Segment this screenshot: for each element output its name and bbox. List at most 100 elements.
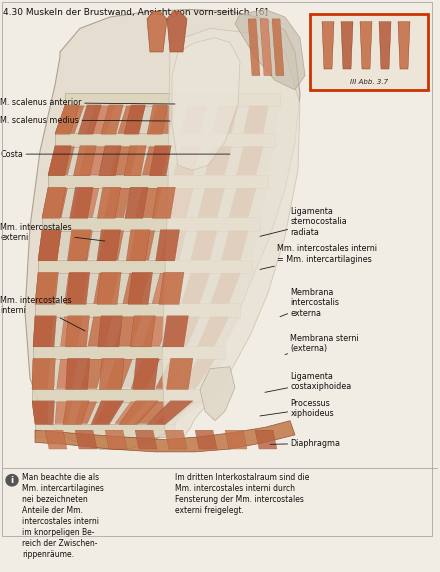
Text: Ligamenta
sternocostalia
radiata: Ligamenta sternocostalia radiata xyxy=(260,207,347,237)
Polygon shape xyxy=(118,106,146,133)
Polygon shape xyxy=(156,230,180,261)
Text: 4.30 Muskeln der Brustwand, Ansicht von vorn-seitlich. [6]: 4.30 Muskeln der Brustwand, Ansicht von … xyxy=(3,7,268,17)
Polygon shape xyxy=(66,358,90,390)
Polygon shape xyxy=(136,188,162,217)
Polygon shape xyxy=(97,272,121,304)
Polygon shape xyxy=(94,273,118,304)
Polygon shape xyxy=(33,316,56,347)
Polygon shape xyxy=(70,187,93,219)
Text: Diaphragma: Diaphragma xyxy=(270,439,341,448)
Text: Mm. intercostales interni
= Mm. intercartilagines: Mm. intercostales interni = Mm. intercar… xyxy=(260,244,377,269)
Polygon shape xyxy=(166,358,193,390)
Polygon shape xyxy=(38,260,252,273)
Polygon shape xyxy=(35,423,175,437)
Polygon shape xyxy=(38,230,61,261)
Polygon shape xyxy=(32,358,55,390)
Polygon shape xyxy=(180,359,215,388)
Polygon shape xyxy=(255,430,277,449)
Polygon shape xyxy=(131,359,160,388)
Polygon shape xyxy=(33,317,240,345)
Polygon shape xyxy=(33,346,225,359)
Polygon shape xyxy=(341,22,353,69)
Polygon shape xyxy=(78,105,101,134)
Polygon shape xyxy=(99,358,124,390)
Polygon shape xyxy=(181,273,210,304)
Polygon shape xyxy=(80,146,106,175)
Polygon shape xyxy=(162,29,300,446)
Polygon shape xyxy=(35,274,252,303)
Polygon shape xyxy=(237,146,263,175)
Polygon shape xyxy=(225,430,247,449)
Circle shape xyxy=(6,475,18,486)
Polygon shape xyxy=(32,402,48,423)
Polygon shape xyxy=(104,188,130,217)
Polygon shape xyxy=(152,273,179,304)
Polygon shape xyxy=(130,231,155,260)
Polygon shape xyxy=(64,273,88,304)
Polygon shape xyxy=(147,11,167,52)
Polygon shape xyxy=(95,402,121,423)
Polygon shape xyxy=(97,230,121,261)
Polygon shape xyxy=(42,187,66,219)
Polygon shape xyxy=(75,430,97,449)
Polygon shape xyxy=(32,401,55,424)
Polygon shape xyxy=(55,107,280,132)
Polygon shape xyxy=(32,360,225,388)
Text: Processus
xiphoideus: Processus xiphoideus xyxy=(260,399,334,418)
Polygon shape xyxy=(143,317,170,346)
Polygon shape xyxy=(25,10,300,449)
Polygon shape xyxy=(55,105,79,134)
Polygon shape xyxy=(111,146,137,175)
Polygon shape xyxy=(124,105,145,134)
Polygon shape xyxy=(147,105,167,134)
Polygon shape xyxy=(66,272,90,304)
Polygon shape xyxy=(135,430,157,449)
Polygon shape xyxy=(106,359,132,388)
Polygon shape xyxy=(174,146,200,175)
Polygon shape xyxy=(115,402,146,423)
Polygon shape xyxy=(48,148,275,174)
Polygon shape xyxy=(191,231,217,260)
Text: Ligamenta
costaxiphoidea: Ligamenta costaxiphoidea xyxy=(265,372,352,392)
Polygon shape xyxy=(123,273,149,304)
Text: III Abb. 3.7: III Abb. 3.7 xyxy=(350,79,388,85)
Polygon shape xyxy=(150,146,171,176)
Polygon shape xyxy=(142,146,169,175)
Polygon shape xyxy=(128,272,153,304)
Polygon shape xyxy=(38,232,260,259)
Text: M. scalenus medius: M. scalenus medius xyxy=(0,116,170,125)
Polygon shape xyxy=(86,106,115,133)
Polygon shape xyxy=(88,317,112,346)
Polygon shape xyxy=(167,11,187,52)
Polygon shape xyxy=(165,430,187,449)
Polygon shape xyxy=(91,401,124,424)
Polygon shape xyxy=(35,420,295,452)
Polygon shape xyxy=(152,187,176,219)
Polygon shape xyxy=(48,175,268,188)
Polygon shape xyxy=(160,231,186,260)
Polygon shape xyxy=(65,93,280,106)
Polygon shape xyxy=(73,188,99,217)
Polygon shape xyxy=(48,146,74,175)
Text: Membrana sterni
(externa): Membrana sterni (externa) xyxy=(285,333,359,355)
Polygon shape xyxy=(35,273,57,304)
Polygon shape xyxy=(67,230,91,261)
Polygon shape xyxy=(99,146,121,176)
Text: Man beachte die als
Mm. intercartilagines
nei bezeichneten
Anteile der Mm.
inter: Man beachte die als Mm. intercartilagine… xyxy=(22,472,104,559)
Polygon shape xyxy=(97,187,121,219)
Polygon shape xyxy=(235,10,305,90)
Polygon shape xyxy=(155,402,196,423)
Polygon shape xyxy=(124,146,146,176)
Polygon shape xyxy=(81,359,105,388)
Polygon shape xyxy=(133,358,158,390)
Polygon shape xyxy=(42,217,260,231)
Polygon shape xyxy=(200,367,235,420)
Polygon shape xyxy=(205,146,231,175)
Polygon shape xyxy=(135,402,171,423)
Polygon shape xyxy=(42,189,268,216)
Polygon shape xyxy=(105,430,127,449)
Polygon shape xyxy=(32,388,205,402)
Polygon shape xyxy=(149,106,176,133)
Polygon shape xyxy=(260,19,272,76)
Polygon shape xyxy=(167,188,193,217)
